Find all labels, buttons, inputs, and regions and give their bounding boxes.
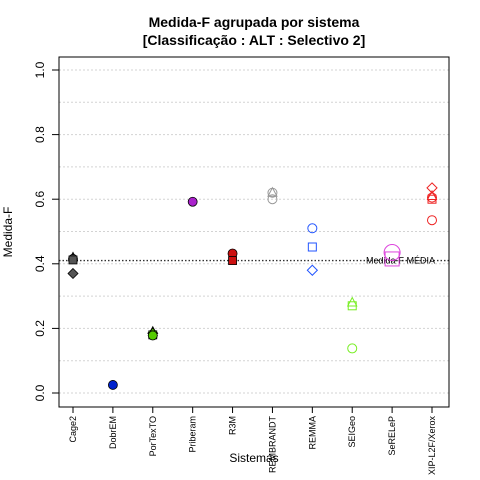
- y-tick-label: 0.4: [33, 255, 47, 272]
- data-point-large-circle: [383, 243, 401, 261]
- data-point-circle: [187, 196, 198, 207]
- x-axis-label: Sistemas: [229, 451, 278, 465]
- x-tick-label: SeRELeP: [387, 416, 397, 456]
- data-point-circle: [347, 343, 358, 354]
- plot-frame: [58, 56, 450, 408]
- x-tick-label: SEIGeo: [347, 416, 357, 448]
- data-point-square: [307, 242, 317, 252]
- data-point-circle: [147, 330, 158, 341]
- mean-reference-label: Medida-F MÉDIA: [366, 256, 435, 266]
- data-point-circle: [267, 194, 278, 205]
- data-point-square: [68, 255, 78, 265]
- data-point-circle: [107, 380, 118, 390]
- data-point-square: [228, 256, 237, 265]
- x-tick-label: Priberam: [188, 416, 198, 453]
- data-point-circle: [307, 223, 318, 234]
- x-tick-label: Cage2: [68, 416, 78, 443]
- x-tick-label: REMMA: [307, 416, 317, 450]
- y-tick-label: 1.0: [33, 61, 47, 78]
- reference-layer: Medida-F MÉDIA: [59, 256, 449, 266]
- y-tick-label: 0.8: [33, 126, 47, 143]
- chart-title-line1: Medida-F agrupada por sistema: [149, 14, 360, 30]
- data-point-diamond: [67, 267, 79, 280]
- data-point-triangle: [267, 186, 278, 197]
- series-seigeo: [346, 296, 358, 354]
- series-portexto: [147, 325, 159, 341]
- points-layer: [67, 182, 438, 390]
- x-tick-label: R3M: [228, 416, 238, 435]
- data-point-large-square: [384, 251, 400, 267]
- series-priberam: [187, 196, 198, 207]
- y-tick-label: 0.2: [33, 320, 47, 337]
- grid-layer: [59, 69, 449, 394]
- series-r3m: [227, 248, 238, 265]
- y-axis-label: Medida-F: [1, 207, 15, 258]
- series-cage2: [67, 251, 79, 280]
- x-tick-label: DobrEM: [108, 416, 118, 449]
- data-point-square: [347, 301, 357, 311]
- series-remma: [306, 223, 319, 276]
- x-tick-label: XIP-L2F/Xerox: [427, 416, 437, 476]
- series-rembrandt: [267, 186, 278, 205]
- chart-title-line2: [Classificação : ALT : Selectivo 2]: [143, 32, 366, 48]
- data-point-square: [427, 194, 437, 204]
- data-point-diamond: [306, 264, 319, 276]
- series-xip-l2f-xerox: [426, 182, 438, 226]
- x-tick-label: REMBRANDT: [267, 416, 277, 474]
- x-tick-label: PorTexTO: [148, 416, 158, 456]
- y-tick-label: 0.6: [33, 191, 47, 208]
- y-tick-label: 0.0: [33, 384, 47, 401]
- axes-layer: 0.0 0.2 0.4 0.6 0.8 1.0 Cage2 DobrEM PorTexTO Pri…: [33, 61, 437, 475]
- series-serelep: [383, 243, 401, 267]
- series-dobrem: [107, 380, 118, 390]
- data-point-circle: [427, 215, 437, 226]
